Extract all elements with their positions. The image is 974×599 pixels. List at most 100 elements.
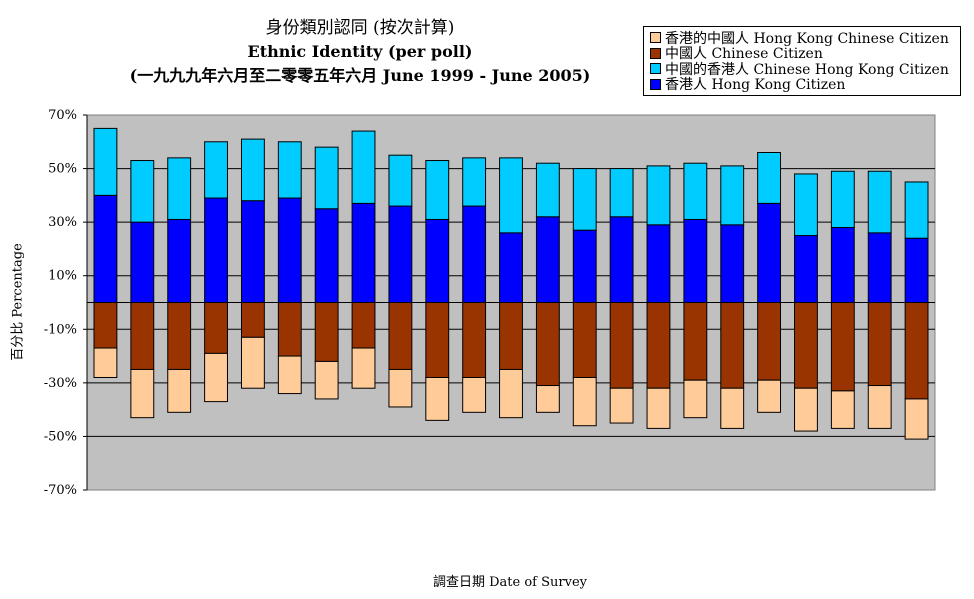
legend-swatch-hk-chinese [650,32,661,44]
bar-chinese-citizen [93,302,118,349]
bar-chinese-hong-kong-citizen [572,168,597,231]
y-tick-label: 30% [48,215,77,230]
bar-chinese-citizen [830,302,855,392]
bar-hong-kong-chinese-citizen [830,390,855,429]
chart-subtitle: Ethnic Identity (per poll) [247,42,473,61]
bar-hong-kong-citizen [683,218,708,303]
bar-hong-kong-chinese-citizen [609,387,634,424]
bar-chinese-citizen [462,302,487,378]
bar-chinese-citizen [646,302,671,389]
y-tick-label: -70% [44,483,77,498]
bar-chinese-hong-kong-citizen [757,152,782,204]
bar-chinese-hong-kong-citizen [830,170,855,228]
bar-chinese-citizen [388,302,413,370]
legend-swatch-hk [650,78,661,90]
bar-chinese-citizen [609,302,634,389]
bar-hong-kong-citizen [277,197,302,304]
bar-chinese-hong-kong-citizen [351,130,376,204]
legend-label: 香港人 Hong Kong Citizen [665,77,846,94]
bar-chinese-hong-kong-citizen [535,162,560,218]
bar-chinese-citizen [314,302,339,362]
bar-hong-kong-citizen [240,200,265,303]
y-tick-label: -10% [44,322,77,337]
bar-chinese-hong-kong-citizen [499,157,523,234]
bar-chinese-hong-kong-citizen [867,170,892,234]
bar-chinese-hong-kong-citizen [277,141,302,199]
bar-hong-kong-chinese-citizen [167,368,192,413]
bar-chinese-citizen [904,302,929,400]
bar-chinese-citizen [867,302,892,387]
bar-hong-kong-chinese-citizen [757,379,782,413]
legend-item-chinese-hk: 中國的香港人 Chinese Hong Kong Citizen [650,61,954,78]
bar-hong-kong-chinese-citizen [572,377,597,427]
bar-hong-kong-citizen [535,216,560,304]
chart-legend: 香港的中國人 Hong Kong Chinese Citizen 中國人 Chi… [643,26,961,96]
bar-hong-kong-citizen [425,218,450,303]
legend-label: 香港的中國人 Hong Kong Chinese Citizen [665,30,949,47]
legend-item-hk: 香港人 Hong Kong Citizen [650,77,954,93]
bar-hong-kong-chinese-citizen [240,336,265,389]
bar-hong-kong-chinese-citizen [388,368,413,408]
bar-hong-kong-citizen [794,235,818,304]
bar-chinese-citizen [499,302,523,370]
legend-item-chinese: 中國人 Chinese Citizen [650,46,954,62]
bar-hong-kong-chinese-citizen [425,377,450,421]
bar-chinese-hong-kong-citizen [314,146,339,210]
bar-hong-kong-chinese-citizen [646,387,671,429]
bar-hong-kong-chinese-citizen [535,385,560,413]
bar-hong-kong-chinese-citizen [204,352,228,403]
legend-label: 中國人 Chinese Citizen [665,46,823,63]
bar-hong-kong-citizen [93,194,118,304]
chart-title: 身份類別認同 (按次計算) [265,18,455,38]
bar-chinese-citizen [277,302,302,357]
bar-hong-kong-citizen [646,224,671,303]
legend-label: 中國的香港人 Chinese Hong Kong Citizen [665,61,949,78]
x-axis-label: 調查日期 Date of Survey [432,575,587,590]
bar-hong-kong-citizen [167,218,192,303]
legend-swatch-chinese-hk [650,63,661,75]
bar-hong-kong-citizen [130,221,155,303]
bar-hong-kong-chinese-citizen [277,355,302,395]
bar-hong-kong-chinese-citizen [462,377,487,413]
y-tick-label: 50% [48,162,77,177]
chart-subtitle-2: (一九九九年六月至二零零五年六月 June 1999 - June 2005) [129,66,591,85]
bar-chinese-hong-kong-citizen [462,157,487,207]
bar-hong-kong-citizen [462,205,487,303]
bar-hong-kong-chinese-citizen [794,387,818,432]
bar-chinese-citizen [683,302,708,381]
bar-chinese-citizen [204,302,228,354]
bar-hong-kong-chinese-citizen [351,347,376,389]
bar-hong-kong-chinese-citizen [683,379,708,419]
bar-chinese-citizen [720,302,745,389]
bar-hong-kong-citizen [314,208,339,303]
bar-hong-kong-citizen [757,202,782,303]
bar-chinese-hong-kong-citizen [683,162,708,220]
bar-chinese-hong-kong-citizen [646,165,671,226]
bar-chinese-hong-kong-citizen [794,173,818,237]
chart-title-block: 身份類別認同 (按次計算) Ethnic Identity (per poll)… [70,16,650,88]
bar-hong-kong-citizen [609,216,634,304]
bar-hong-kong-citizen [720,224,745,303]
bar-chinese-hong-kong-citizen [609,168,634,218]
legend-swatch-chinese [650,47,661,59]
bar-hong-kong-chinese-citizen [499,368,523,419]
bar-chinese-hong-kong-citizen [425,160,450,220]
bar-hong-kong-citizen [904,237,929,303]
bar-hong-kong-citizen [830,227,855,303]
bar-chinese-citizen [757,302,782,381]
bar-chinese-citizen [535,302,560,387]
bar-hong-kong-citizen [499,232,523,304]
bar-chinese-hong-kong-citizen [167,157,192,220]
bar-chinese-citizen [425,302,450,378]
bar-hong-kong-chinese-citizen [904,398,929,440]
bar-chinese-hong-kong-citizen [388,154,413,207]
y-tick-label: 70% [48,108,77,123]
bar-hong-kong-citizen [572,229,597,303]
bar-hong-kong-citizen [351,202,376,303]
bar-chinese-hong-kong-citizen [240,138,265,202]
y-tick-label: 10% [48,269,77,284]
bar-chinese-hong-kong-citizen [904,181,929,239]
bar-hong-kong-chinese-citizen [93,347,118,378]
bar-chinese-citizen [351,302,376,349]
